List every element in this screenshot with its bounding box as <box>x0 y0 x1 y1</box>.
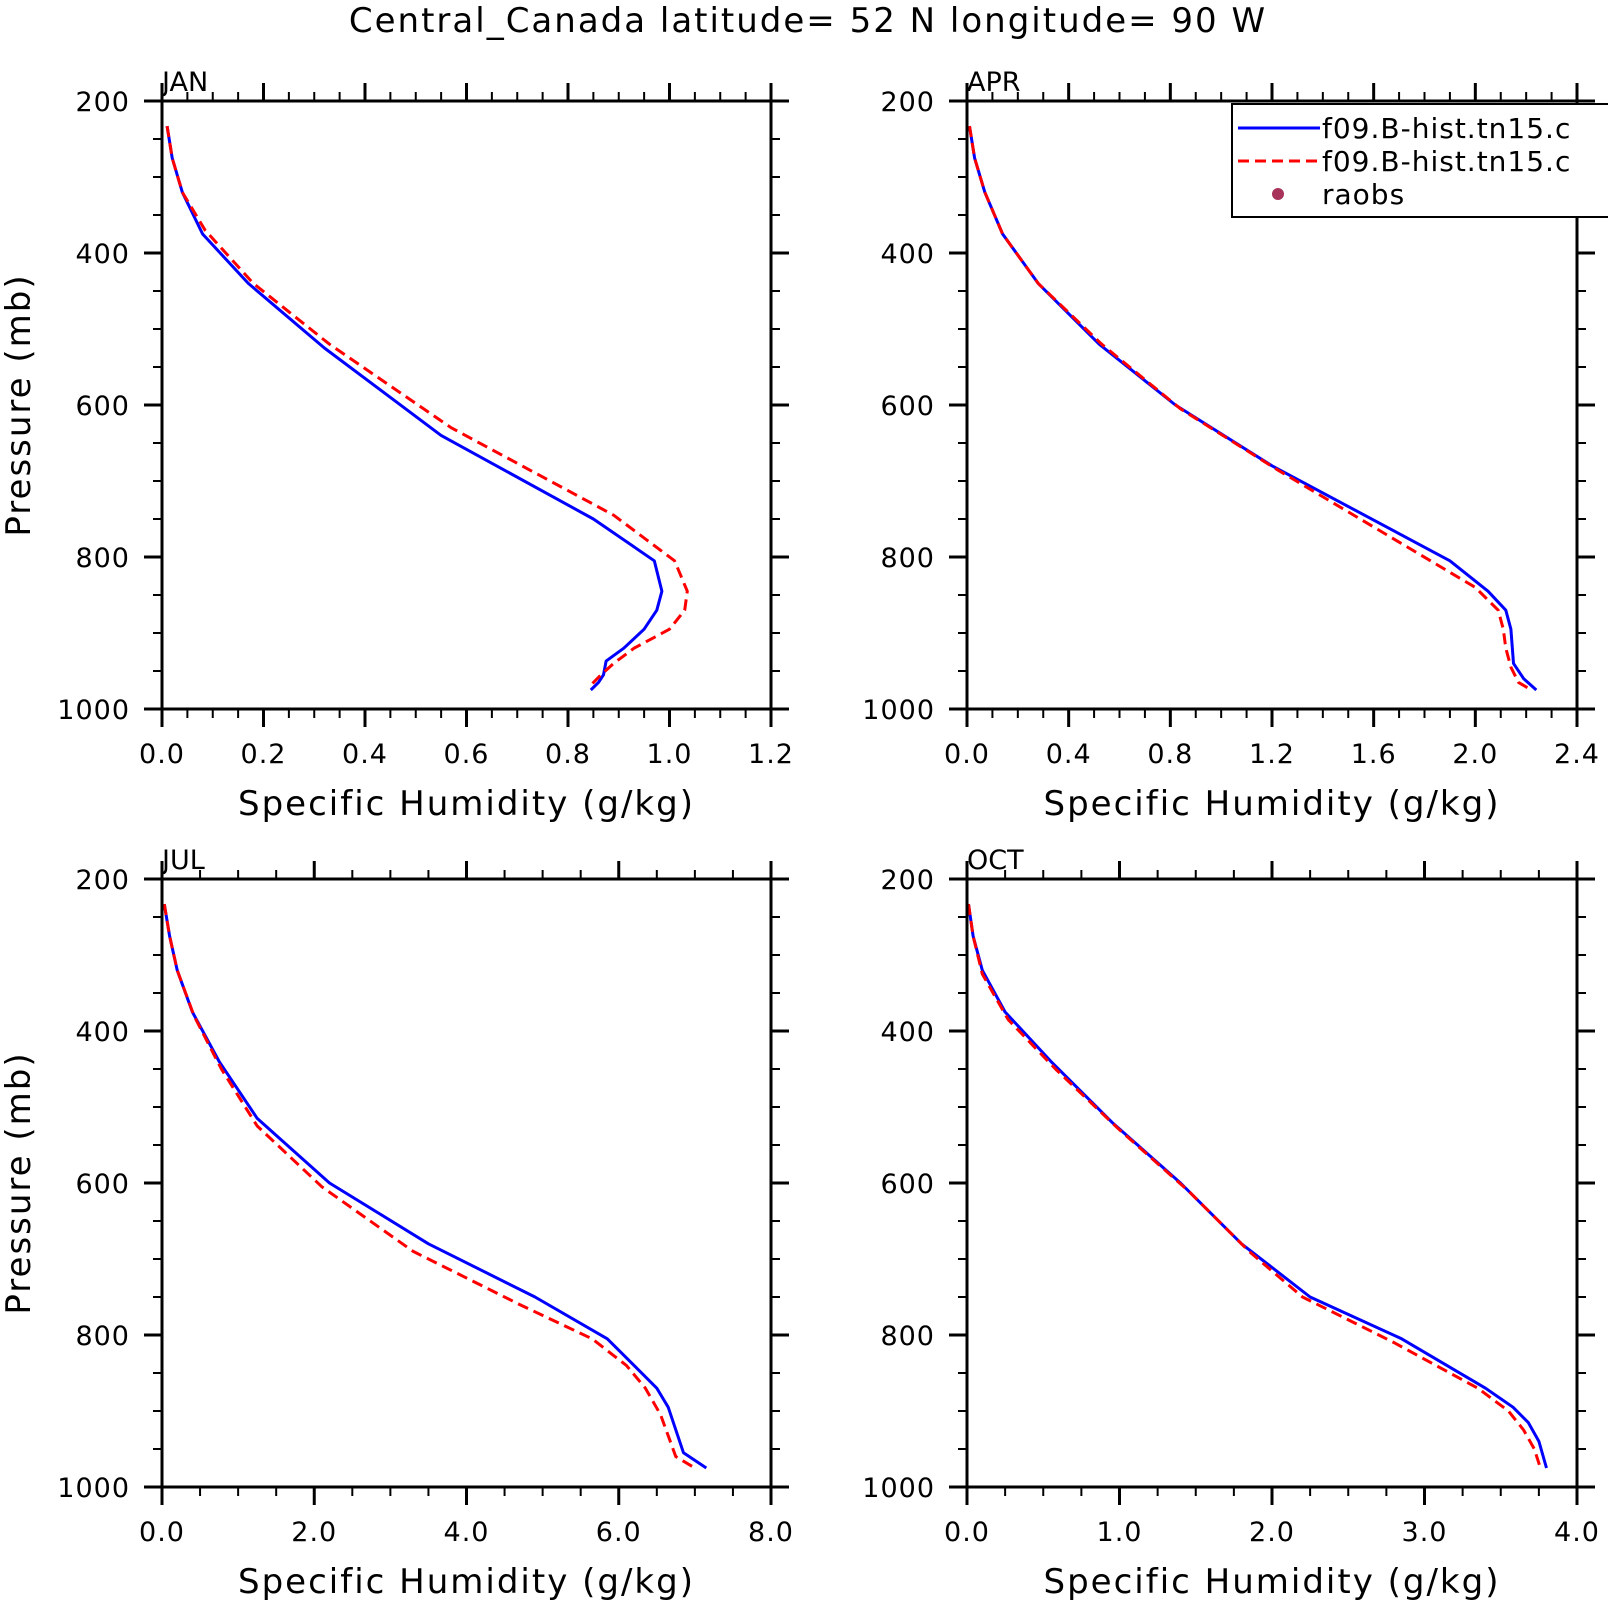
panel-label: OCT <box>967 845 1024 876</box>
panel-apr: 0.0 0.4 0.8 1.2 1.6 2.0 2.4 200 400 600 800 1000 APR… <box>862 67 1600 824</box>
y-tick-label: 200 <box>75 87 130 118</box>
x-tick-label: 0.4 <box>342 739 388 770</box>
x-tick-label: 0.0 <box>944 1517 990 1548</box>
panel-oct: 0.0 1.0 2.0 3.0 4.0 200 400 600 800 1000 OCT Specif… <box>862 845 1600 1602</box>
y-tick-label: 1000 <box>862 695 935 726</box>
x-tick-label: 2.4 <box>1554 739 1600 770</box>
series-solid-line <box>967 903 1548 1469</box>
y-axis-label: Pressure (mb) <box>0 1051 39 1314</box>
y-axis-label: Pressure (mb) <box>0 273 39 536</box>
y-tick-label: 600 <box>880 391 935 422</box>
x-tick-label: 2.0 <box>1452 739 1498 770</box>
y-tick-label: 1000 <box>57 1473 130 1504</box>
x-tick-label: 1.0 <box>1097 1517 1143 1548</box>
series-dashed-line <box>968 125 1533 692</box>
x-tick-label: 0.0 <box>139 1517 185 1548</box>
x-axis-label: Specific Humidity (g/kg) <box>238 784 695 824</box>
y-tick-label: 800 <box>880 1321 935 1352</box>
y-tick-label: 200 <box>75 865 130 896</box>
x-tick-label: 6.0 <box>596 1517 642 1548</box>
x-axis-label: Specific Humidity (g/kg) <box>1044 1562 1501 1602</box>
x-tick-label: 1.2 <box>1249 739 1295 770</box>
panel-jan: 0.0 0.2 0.4 0.6 0.8 1.0 1.2 200 400 600 800 1000 JAN… <box>0 67 794 824</box>
x-tick-label: 8.0 <box>748 1517 794 1548</box>
series-dashed-line <box>165 125 689 689</box>
panel-label: APR <box>967 67 1021 98</box>
x-axis-label: Specific Humidity (g/kg) <box>238 1562 695 1602</box>
x-tick-label: 2.0 <box>291 1517 337 1548</box>
y-tick-label: 800 <box>880 543 935 574</box>
y-tick-label: 800 <box>75 1321 130 1352</box>
y-tick-label: 400 <box>75 239 130 270</box>
series-solid-line <box>162 903 708 1470</box>
y-tick-label: 400 <box>880 1017 935 1048</box>
legend-label: f09.B-hist.tn15.c <box>1322 145 1571 178</box>
x-tick-label: 4.0 <box>444 1517 490 1548</box>
y-tick-label: 600 <box>880 1169 935 1200</box>
series-solid-line <box>968 125 1538 692</box>
y-tick-label: 400 <box>75 1017 130 1048</box>
x-tick-label: 1.6 <box>1351 739 1397 770</box>
y-tick-label: 800 <box>75 543 130 574</box>
plot-frame <box>965 877 1579 1489</box>
y-tick-label: 200 <box>880 87 935 118</box>
x-tick-label: 0.6 <box>444 739 490 770</box>
plot-frame <box>160 877 773 1489</box>
x-tick-label: 0.8 <box>1147 739 1193 770</box>
panels: 0.0 0.2 0.4 0.6 0.8 1.0 1.2 200 400 600 800 1000 JAN… <box>0 67 1600 1602</box>
y-tick-label: 600 <box>75 1169 130 1200</box>
y-tick-label: 400 <box>880 239 935 270</box>
y-tick-label: 1000 <box>862 1473 935 1504</box>
x-tick-label: 0.0 <box>944 739 990 770</box>
x-tick-label: 1.2 <box>748 739 794 770</box>
series-dashed-line <box>967 903 1542 1469</box>
x-axis-label: Specific Humidity (g/kg) <box>1044 784 1501 824</box>
x-tick-label: 0.4 <box>1046 739 1092 770</box>
series-dashed-line <box>162 903 696 1470</box>
x-tick-label: 0.0 <box>139 739 185 770</box>
y-tick-label: 200 <box>880 865 935 896</box>
y-tick-label: 1000 <box>57 695 130 726</box>
y-tick-label: 600 <box>75 391 130 422</box>
x-tick-label: 0.2 <box>241 739 287 770</box>
legend-label: f09.B-hist.tn15.c <box>1322 112 1571 145</box>
panel-jul: 0.0 2.0 4.0 6.0 8.0 200 400 600 800 1000 JUL Specif… <box>0 845 794 1602</box>
panel-label: JUL <box>160 845 205 876</box>
x-tick-label: 3.0 <box>1402 1517 1448 1548</box>
x-tick-label: 4.0 <box>1554 1517 1600 1548</box>
panel-label: JAN <box>160 67 208 98</box>
x-tick-label: 0.8 <box>545 739 591 770</box>
series-solid-line <box>165 125 664 692</box>
legend-marker-dot <box>1272 188 1284 200</box>
figure-title: Central_Canada latitude= 52 N longitude=… <box>349 1 1267 41</box>
x-tick-label: 2.0 <box>1249 1517 1295 1548</box>
x-tick-label: 1.0 <box>647 739 693 770</box>
legend-label: raobs <box>1322 178 1405 211</box>
